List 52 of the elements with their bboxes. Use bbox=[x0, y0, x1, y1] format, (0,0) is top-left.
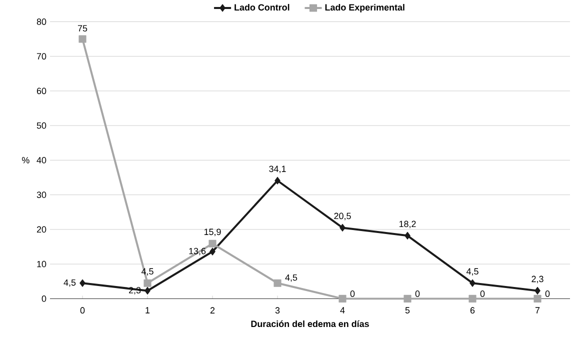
point bbox=[534, 295, 542, 303]
data-label: 13,6 bbox=[189, 248, 206, 256]
y-tick-label: 30 bbox=[36, 192, 46, 198]
data-label: 20,5 bbox=[334, 212, 351, 220]
y-axis-title: % bbox=[22, 157, 30, 164]
x-tick-label: 1 bbox=[146, 307, 150, 314]
y-tick-label: 60 bbox=[36, 88, 46, 94]
y-tick-label: 20 bbox=[36, 226, 46, 233]
data-label: 0 bbox=[480, 290, 485, 298]
point bbox=[144, 279, 152, 288]
data-label: 2,3 bbox=[532, 276, 544, 284]
data-label: 4,5 bbox=[141, 268, 154, 276]
data-label: 18,2 bbox=[399, 220, 416, 228]
point bbox=[470, 279, 476, 288]
point bbox=[534, 287, 540, 295]
x-axis-title: Duración del edema en días bbox=[251, 320, 369, 328]
x-tick-label: 5 bbox=[405, 307, 410, 314]
point bbox=[404, 232, 410, 240]
data-label: 34,1 bbox=[269, 166, 286, 174]
data-label: 0 bbox=[350, 290, 355, 298]
x-tick-label: 7 bbox=[535, 307, 540, 314]
point bbox=[144, 287, 150, 295]
data-label: 0 bbox=[545, 290, 550, 298]
point bbox=[208, 240, 216, 248]
data-label: 4,5 bbox=[64, 280, 76, 287]
point bbox=[80, 279, 86, 288]
data-label: 75 bbox=[78, 25, 88, 32]
point bbox=[210, 248, 216, 256]
point bbox=[78, 35, 86, 43]
x-tick-label: 4 bbox=[340, 307, 345, 314]
x-tick-label: 3 bbox=[275, 307, 280, 314]
point bbox=[338, 295, 346, 303]
y-tick-label: 0 bbox=[42, 296, 46, 302]
y-tick-label: 80 bbox=[36, 18, 46, 26]
y-tick-label: 10 bbox=[37, 261, 46, 268]
point bbox=[274, 279, 282, 288]
point bbox=[468, 295, 476, 303]
data-label: 0 bbox=[415, 290, 420, 298]
data-label: 15,9 bbox=[204, 228, 221, 236]
data-label: 4,5 bbox=[285, 274, 298, 282]
data-label: 4,5 bbox=[466, 268, 478, 276]
y-tick-label: 50 bbox=[36, 122, 46, 129]
legend-label: Lado Control bbox=[234, 4, 290, 11]
x-tick-label: 2 bbox=[210, 307, 215, 314]
point bbox=[340, 224, 346, 232]
y-tick-label: 70 bbox=[36, 53, 46, 60]
point bbox=[404, 295, 412, 303]
x-tick-label: 6 bbox=[470, 307, 475, 314]
x-tick-label: 0 bbox=[80, 307, 85, 314]
y-tick-label: 40 bbox=[36, 157, 46, 164]
point bbox=[274, 176, 280, 185]
legend-label: Lado Experimental bbox=[325, 4, 404, 12]
